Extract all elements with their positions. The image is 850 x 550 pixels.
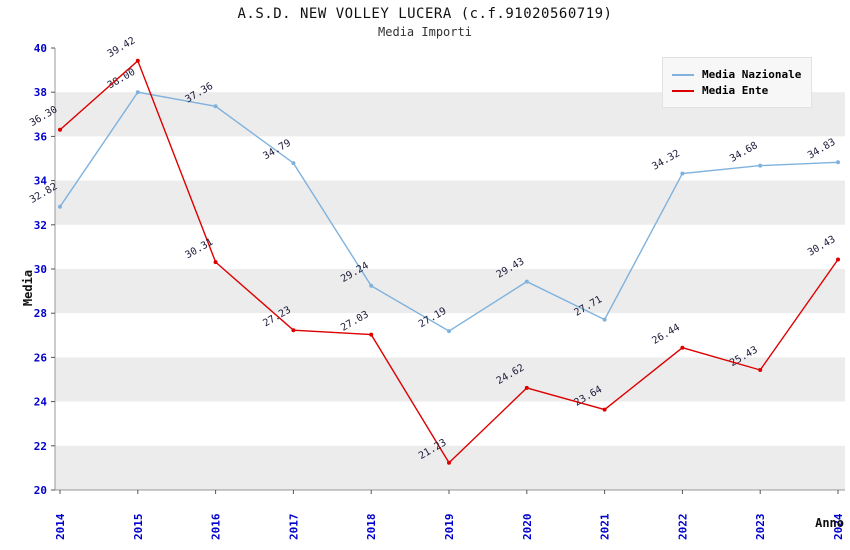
y-tick-label: 32 bbox=[34, 219, 47, 232]
x-tick-label: 2017 bbox=[287, 514, 300, 541]
data-point bbox=[291, 328, 296, 333]
x-tick-label: 2020 bbox=[521, 514, 534, 541]
data-point bbox=[836, 160, 840, 165]
data-point bbox=[680, 171, 685, 176]
data-point bbox=[291, 161, 296, 166]
data-point bbox=[447, 329, 451, 334]
y-tick-label: 24 bbox=[34, 396, 48, 409]
y-tick-label: 28 bbox=[34, 307, 47, 320]
legend-swatch-red bbox=[672, 89, 694, 92]
plot-band bbox=[55, 269, 845, 314]
data-point bbox=[602, 407, 607, 412]
data-point bbox=[135, 58, 140, 63]
data-point bbox=[135, 90, 140, 95]
x-tick-label: 2022 bbox=[676, 514, 689, 541]
data-point bbox=[602, 317, 607, 322]
y-tick-label: 22 bbox=[34, 440, 47, 453]
x-tick-label: 2024 bbox=[832, 513, 845, 540]
data-point bbox=[369, 283, 374, 288]
legend-box: Media Nazionale Media Ente bbox=[662, 57, 812, 108]
y-tick-label: 30 bbox=[34, 263, 47, 276]
x-tick-label: 2016 bbox=[210, 513, 223, 540]
x-tick-label: 2018 bbox=[365, 514, 378, 541]
data-point bbox=[524, 385, 529, 390]
plot-band bbox=[55, 313, 845, 358]
data-point bbox=[213, 260, 218, 265]
chart-subtitle: Media Importi bbox=[378, 25, 472, 39]
plot-band bbox=[55, 224, 845, 269]
data-point bbox=[524, 279, 529, 284]
data-point bbox=[447, 460, 451, 465]
y-tick-label: 40 bbox=[34, 42, 47, 55]
x-tick-label: 2019 bbox=[443, 514, 456, 541]
y-tick-label: 38 bbox=[34, 86, 47, 99]
plot-band bbox=[55, 136, 845, 181]
legend-item-media-ente: Media Ente bbox=[672, 84, 802, 97]
data-point bbox=[680, 345, 685, 350]
legend-label: Media Ente bbox=[702, 84, 769, 97]
legend-item-media-nazionale: Media Nazionale bbox=[672, 68, 802, 81]
legend-label: Media Nazionale bbox=[702, 68, 802, 81]
data-point bbox=[213, 104, 218, 109]
data-point bbox=[58, 204, 62, 209]
chart-title: A.S.D. NEW VOLLEY LUCERA (c.f.9102056071… bbox=[237, 6, 613, 22]
plot-band bbox=[55, 401, 845, 446]
data-point bbox=[758, 163, 763, 168]
legend-swatch-blue bbox=[672, 73, 694, 76]
plot-band bbox=[55, 357, 845, 402]
plot-band bbox=[55, 445, 845, 490]
y-tick-label: 20 bbox=[34, 484, 47, 497]
x-axis-title: Anno bbox=[815, 516, 844, 530]
y-tick-label: 34 bbox=[34, 175, 48, 188]
y-tick-label: 26 bbox=[34, 351, 48, 364]
x-tick-label: 2014 bbox=[54, 513, 67, 540]
data-point bbox=[369, 332, 374, 337]
y-axis-title: Media bbox=[21, 269, 35, 307]
plot-band bbox=[55, 180, 845, 225]
x-tick-label: 2023 bbox=[754, 514, 767, 541]
data-point bbox=[58, 127, 62, 132]
x-tick-label: 2021 bbox=[599, 513, 612, 540]
x-tick-label: 2015 bbox=[132, 514, 145, 541]
data-point bbox=[758, 368, 763, 372]
y-tick-label: 36 bbox=[34, 130, 48, 143]
data-point bbox=[836, 257, 840, 262]
